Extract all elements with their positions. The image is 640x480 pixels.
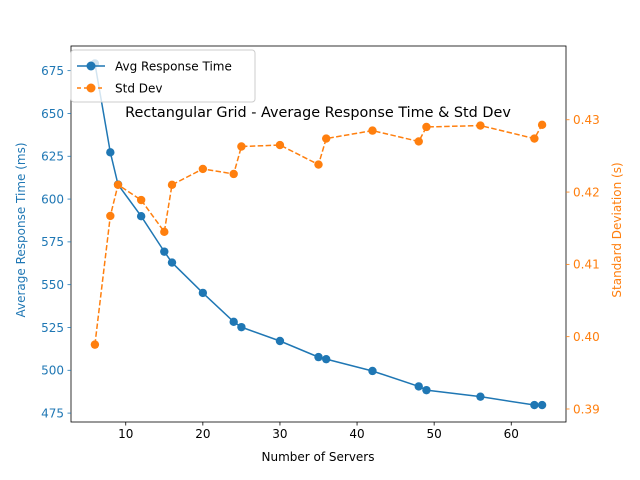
avg-response-time-point-16 xyxy=(530,400,539,410)
y-left-tick-label-6: 625 xyxy=(41,150,64,164)
std-dev-point-4 xyxy=(160,227,169,237)
x-tick-label-0: 10 xyxy=(118,427,133,441)
avg-response-time-point-9 xyxy=(275,336,285,346)
legend-frame xyxy=(70,49,256,103)
avg-response-time-point-8 xyxy=(237,322,246,332)
std-dev-point-6 xyxy=(198,164,208,174)
avg-response-time-point-3 xyxy=(136,211,146,221)
avg-response-time-point-4 xyxy=(160,247,169,256)
y-right-tick-label-3: 0.42 xyxy=(573,185,600,199)
std-dev-point-13 xyxy=(414,137,423,146)
std-dev-point-11 xyxy=(322,134,331,143)
avg-response-time-point-12 xyxy=(368,366,377,376)
std-dev-point-9 xyxy=(275,140,285,150)
std-dev-point-5 xyxy=(167,180,177,190)
x-tick-label-5: 60 xyxy=(504,427,519,441)
y-axis-left-label: Average Response Time (ms) xyxy=(14,142,28,317)
std-dev-point-7 xyxy=(229,169,238,179)
x-tick-label-3: 40 xyxy=(349,427,364,441)
y-right-tick-label-0: 0.39 xyxy=(573,402,600,416)
y-right-tick-label-2: 0.41 xyxy=(573,258,600,272)
std-dev-point-12 xyxy=(368,126,377,135)
avg-response-time-point-5 xyxy=(167,258,177,267)
avg-response-time-point-7 xyxy=(229,317,238,327)
x-tick-label-2: 30 xyxy=(272,427,287,441)
std-dev-point-17 xyxy=(537,120,547,130)
plot-frame xyxy=(70,45,567,423)
std-dev-point-14 xyxy=(422,122,431,132)
avg-response-time-point-17 xyxy=(537,400,547,410)
avg-response-time-point-15 xyxy=(476,392,485,401)
avg-response-time-point-6 xyxy=(198,288,208,298)
std-dev-point-0 xyxy=(90,340,100,349)
avg-response-time-point-13 xyxy=(414,382,423,391)
std-dev-point-1 xyxy=(106,211,115,221)
y-left-tick-label-4: 575 xyxy=(41,235,64,249)
y-left-tick-label-3: 550 xyxy=(41,278,64,292)
x-tick-label-1: 20 xyxy=(195,427,210,441)
y-left-tick-label-7: 650 xyxy=(41,107,64,121)
std-dev-point-16 xyxy=(530,134,539,143)
legend: Avg Response Time Std Dev xyxy=(70,49,256,103)
std-dev-point-8 xyxy=(237,142,246,151)
legend-label-std-dev: Std Dev xyxy=(115,82,162,96)
avg-response-time-point-14 xyxy=(422,385,431,395)
avg-response-time-point-11 xyxy=(322,354,331,364)
x-tick-label-4: 50 xyxy=(427,427,442,441)
y-left-tick-label-2: 525 xyxy=(41,321,64,335)
y-left-tick-label-8: 675 xyxy=(41,64,64,78)
avg-response-time-point-1 xyxy=(106,148,115,157)
legend-label-avg-response-time: Avg Response Time xyxy=(115,60,232,74)
y-right-tick-label-1: 0.40 xyxy=(573,330,600,344)
std-dev-point-10 xyxy=(314,160,323,169)
series-line-avg-response-time xyxy=(94,63,543,406)
std-dev-point-3 xyxy=(136,195,146,205)
legend-marker-avg-response-time xyxy=(86,61,96,71)
std-dev-point-15 xyxy=(476,121,485,130)
chart-title: Rectangular Grid - Average Response Time… xyxy=(125,105,511,121)
y-left-tick-label-5: 600 xyxy=(41,192,64,206)
std-dev-point-2 xyxy=(113,180,123,190)
y-left-tick-label-1: 500 xyxy=(41,364,64,378)
legend-marker-std-dev xyxy=(86,83,96,93)
avg-response-time-point-10 xyxy=(314,352,323,362)
plot-area: 10 20 30 40 50 60 475 500 525 550 575 600 625 650 675 0… xyxy=(41,45,600,441)
y-axis-right-label: Standard Deviation (s) xyxy=(610,162,624,297)
y-right-tick-label-4: 0.43 xyxy=(573,113,600,127)
series-line-std-dev xyxy=(94,124,543,345)
y-left-tick-label-0: 475 xyxy=(41,406,64,420)
x-axis-label: Number of Servers xyxy=(261,450,374,464)
